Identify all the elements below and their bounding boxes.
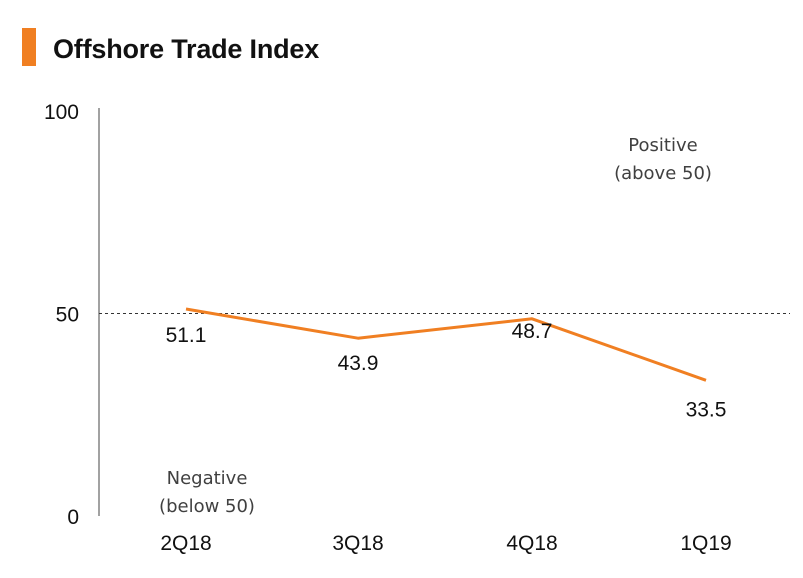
- data-label: 33.5: [686, 398, 727, 421]
- y-tick-labels: 0 50 100: [44, 101, 79, 529]
- x-tick-labels: 2Q18 3Q18 4Q18 1Q19: [160, 532, 731, 555]
- x-tick-label: 3Q18: [332, 532, 383, 555]
- x-tick-label: 1Q19: [680, 532, 731, 555]
- positive-annotation-line1: Positive: [628, 135, 697, 156]
- data-label: 48.7: [512, 320, 553, 343]
- series-line: [185, 307, 707, 382]
- chart-title: Offshore Trade Index: [53, 34, 320, 64]
- y-tick-label: 0: [67, 506, 79, 529]
- x-tick-label: 2Q18: [160, 532, 211, 555]
- data-label: 43.9: [338, 352, 379, 375]
- negative-annotation-line2: (below 50): [159, 496, 255, 517]
- y-tick-label: 50: [56, 304, 79, 327]
- title-accent-bar: [22, 28, 36, 66]
- negative-annotation-line1: Negative: [167, 468, 248, 489]
- data-labels: 51.1 43.9 48.7 33.5: [166, 320, 727, 422]
- data-label: 51.1: [166, 324, 207, 347]
- y-tick-label: 100: [44, 101, 79, 124]
- positive-annotation-line2: (above 50): [614, 163, 712, 184]
- x-tick-label: 4Q18: [506, 532, 557, 555]
